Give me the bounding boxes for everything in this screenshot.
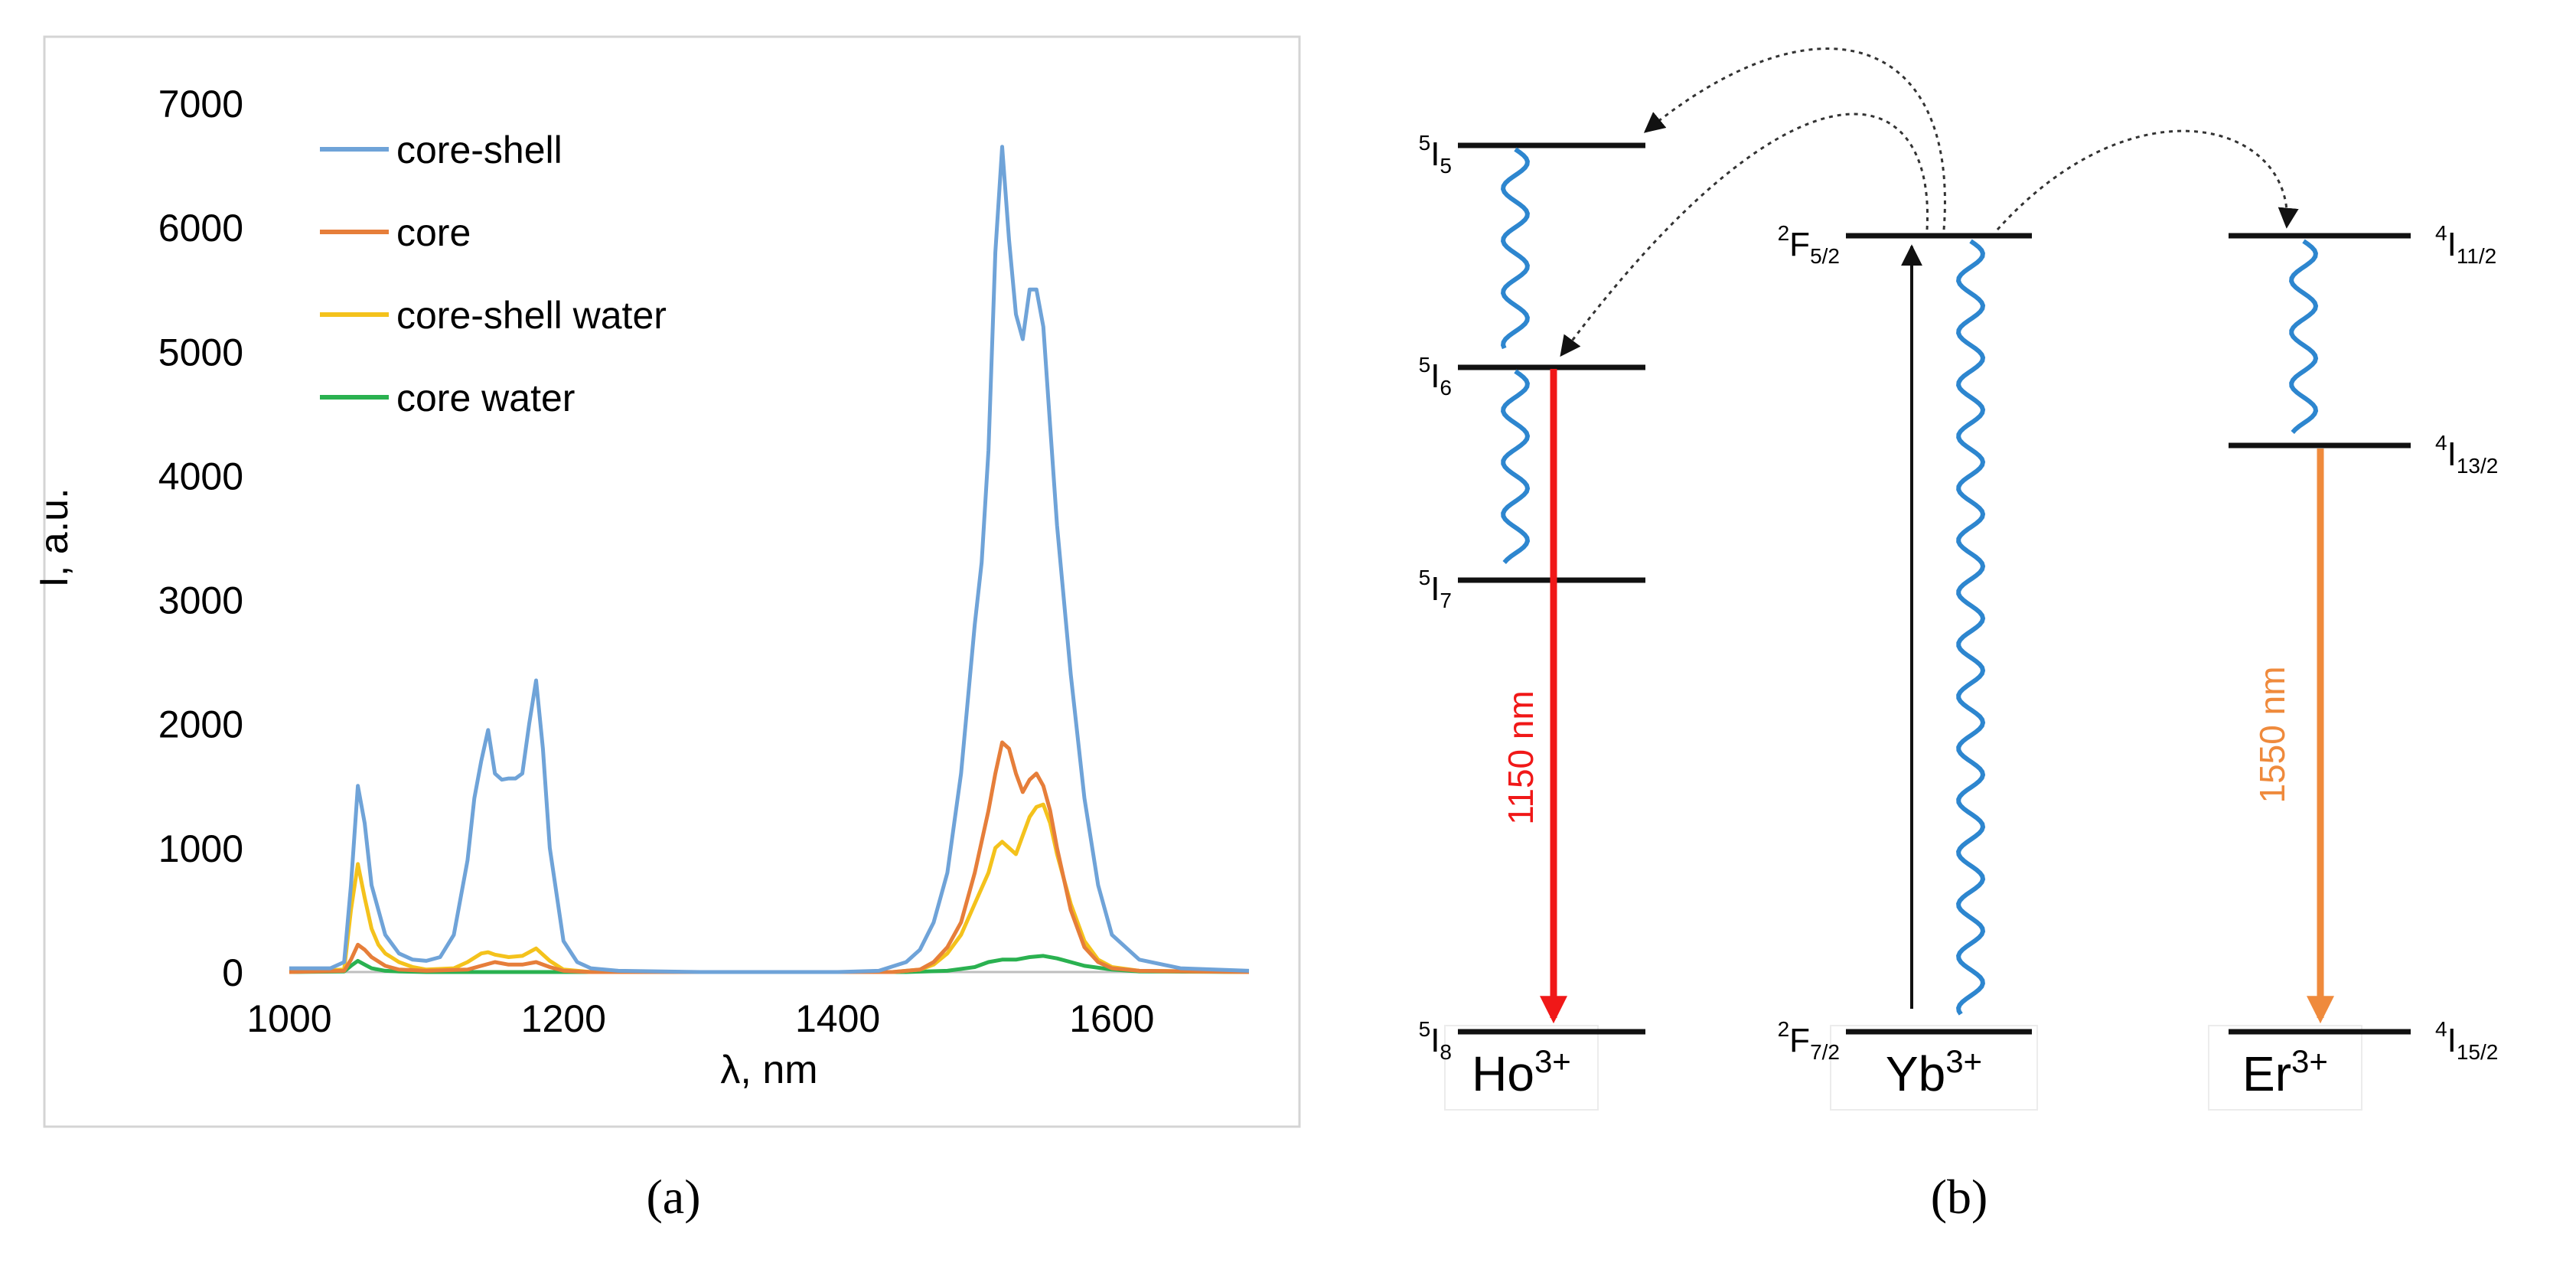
yb-level-label: 2F5/2 — [1778, 221, 1840, 268]
y-tick-label: 2000 — [158, 703, 243, 746]
ho-emission-label: 1150 nm — [1501, 690, 1541, 825]
legend-label: core water — [396, 377, 575, 419]
er-level-label: 4I13/2 — [2435, 431, 2498, 478]
series-line-core-shell — [289, 145, 1250, 974]
series-line-core-water — [289, 954, 1250, 974]
ion-box-ho — [1444, 1025, 1599, 1111]
x-tick-label: 1400 — [795, 997, 880, 1040]
panel-a-caption: (a) — [646, 1170, 700, 1224]
transfer-arrow-yb-to-er — [1996, 129, 2299, 231]
yb-level-label: 2F7/2 — [1778, 1017, 1840, 1064]
ion-label-yb: Yb3+ — [1886, 1043, 1982, 1101]
ho-level-label: 5I5 — [1419, 131, 1452, 178]
y-tick-label: 5000 — [158, 331, 243, 374]
ho-level-label: 5I6 — [1419, 353, 1452, 400]
relaxation-waves — [1501, 147, 2319, 1016]
y-tick-label: 6000 — [158, 207, 243, 250]
ho-level-label: 5I7 — [1419, 566, 1452, 612]
ion-label-er: Er3+ — [2242, 1043, 2328, 1101]
y-tick-label: 1000 — [158, 827, 243, 870]
relaxation-wave-ho-5i6-5i7 — [1501, 369, 1531, 565]
chart-frame — [43, 35, 1301, 1128]
y-axis-title: I, a.u. — [32, 488, 77, 587]
y-tick-label: 4000 — [158, 455, 243, 497]
relaxation-wave-er — [2289, 239, 2319, 435]
ion-label-ho: Ho3+ — [1472, 1043, 1571, 1101]
y-tick-label: 7000 — [158, 83, 243, 126]
er-emission-label: 1550 nm — [2252, 666, 2292, 803]
x-tick-label: 1200 — [521, 997, 606, 1040]
x-axis-title: λ, nm — [720, 1048, 817, 1092]
y-tick-label: 0 — [222, 951, 243, 994]
relaxation-wave-yb — [1956, 239, 1986, 1016]
x-tick-label: 1000 — [246, 997, 331, 1040]
transfer-arrow-yb-to-ho5i6 — [1560, 113, 1929, 357]
legend-label: core — [396, 211, 471, 254]
ion-box-yb — [1830, 1025, 2038, 1111]
panel-b-caption: (b) — [1931, 1170, 1988, 1224]
relaxation-wave-ho-5i5-5i6 — [1501, 147, 1530, 350]
legend-label: core-shell — [396, 129, 562, 171]
ho-level-label: 5I8 — [1419, 1017, 1452, 1064]
er-level-label: 4I15/2 — [2435, 1017, 2498, 1064]
legend-label: core-shell water — [396, 294, 667, 337]
ion-box-er — [2208, 1025, 2362, 1111]
panel-b: 5I5 5I6 5I7 5I8 2F5/2 2F7/2 4I11/2 4I13/… — [1419, 47, 2498, 1224]
series-line-core — [289, 740, 1250, 974]
er-level-label: 4I11/2 — [2435, 221, 2496, 268]
x-tick-label: 1600 — [1069, 997, 1154, 1040]
transfer-arrow-yb-to-ho5i5 — [1643, 47, 1946, 230]
y-tick-label: 3000 — [158, 579, 243, 622]
